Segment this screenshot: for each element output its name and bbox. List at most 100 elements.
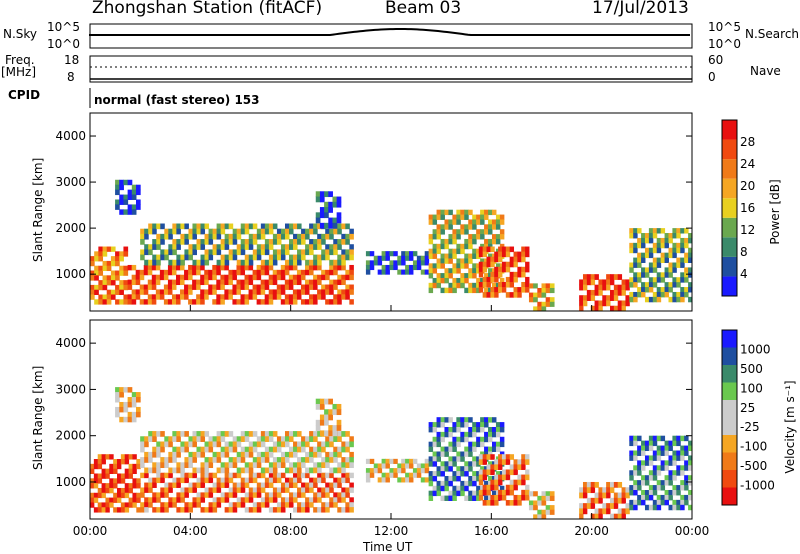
velocity-cell — [248, 487, 254, 493]
velocity-cell — [192, 502, 197, 508]
velocity-cell — [305, 441, 310, 448]
power-cell — [491, 268, 497, 274]
power-cell — [309, 228, 314, 235]
power-cell — [90, 270, 95, 276]
velocity-cell — [176, 482, 181, 488]
power-cell — [127, 209, 133, 215]
velocity-cell — [656, 480, 662, 486]
velocity-cell — [484, 422, 489, 428]
power-cell — [452, 219, 457, 225]
power-cell — [317, 279, 322, 286]
velocity-cell — [393, 458, 398, 464]
velocity-cell — [305, 436, 310, 442]
velocity-cell — [641, 475, 646, 481]
power-cell — [224, 274, 229, 281]
velocity-cell — [329, 487, 334, 493]
power-cell — [163, 284, 169, 290]
velocity-cell — [293, 472, 298, 479]
power-cell — [498, 256, 503, 263]
power-cell — [224, 244, 230, 250]
power-cell — [345, 269, 350, 276]
power-cell — [472, 287, 477, 294]
velocity-cell — [349, 482, 354, 488]
velocity-cell — [105, 507, 110, 513]
velocity-cell — [652, 475, 658, 481]
power-ytick-label: 3000 — [55, 175, 86, 189]
velocity-cell — [484, 451, 489, 457]
power-cell — [240, 269, 246, 276]
power-cell — [495, 214, 501, 220]
power-cell — [452, 238, 457, 245]
velocity-cell — [124, 507, 130, 513]
power-cell — [664, 237, 669, 244]
velocity-cell — [276, 462, 282, 469]
power-cell — [296, 289, 302, 295]
power-cell — [228, 233, 234, 240]
power-cell — [586, 279, 592, 286]
power-cell — [248, 274, 254, 281]
power-cell — [625, 300, 630, 307]
power-cell — [349, 249, 354, 256]
power-cell — [188, 228, 193, 235]
velocity-cell — [148, 451, 153, 458]
velocity-cell — [324, 398, 329, 405]
power-cell — [491, 224, 497, 230]
power-cell — [192, 284, 197, 290]
velocity-cell — [120, 487, 126, 494]
velocity-cell — [240, 446, 246, 453]
power-cell — [127, 204, 133, 210]
velocity-cell — [432, 426, 438, 433]
power-cell — [260, 289, 266, 295]
velocity-cell — [132, 492, 137, 499]
power-cell — [127, 179, 133, 186]
power-cell — [486, 256, 491, 263]
velocity-cell — [276, 436, 282, 442]
power-cell — [490, 271, 495, 278]
velocity-cell — [478, 469, 484, 476]
velocity-cell — [144, 436, 149, 442]
power-cell — [676, 262, 681, 268]
power-cell — [292, 294, 298, 300]
velocity-cell — [509, 484, 515, 491]
power-cell — [606, 284, 611, 291]
velocity-cell — [656, 465, 662, 471]
velocity-cell — [436, 451, 442, 457]
sky-bottom: 10^0 — [47, 37, 80, 51]
power-cell — [332, 222, 338, 229]
velocity-cell — [324, 430, 329, 437]
velocity-cell — [204, 431, 210, 437]
velocity-cell — [140, 446, 145, 453]
velocity-cell — [652, 450, 658, 456]
power-cell — [305, 228, 310, 235]
velocity-cell — [613, 503, 619, 509]
velocity-cell — [349, 502, 354, 508]
velocity-cell — [152, 462, 157, 469]
velocity-cell — [276, 507, 282, 513]
power-cell — [525, 266, 530, 273]
power-cell — [236, 264, 241, 271]
velocity-cell — [284, 441, 290, 448]
velocity-cell — [297, 446, 302, 453]
power-cell — [160, 233, 165, 240]
velocity-cell — [606, 487, 611, 494]
power-cell — [208, 284, 213, 290]
velocity-cell — [301, 487, 306, 493]
velocity-cell — [115, 397, 120, 403]
velocity-cell — [440, 446, 445, 452]
power-cell — [428, 263, 434, 269]
power-cell — [488, 238, 493, 245]
freq-panel-frame — [89, 55, 693, 83]
velocity-cell — [280, 451, 286, 458]
velocity-cell — [472, 441, 477, 448]
power-cell — [135, 204, 141, 210]
velocity-cell — [381, 463, 387, 469]
velocity-cell — [444, 426, 449, 433]
power-cell — [333, 294, 338, 300]
velocity-cell — [660, 460, 666, 466]
power-cell — [260, 269, 266, 276]
power-cell — [412, 251, 418, 257]
power-cell — [156, 254, 161, 261]
power-cell — [220, 284, 225, 290]
power-cell — [324, 222, 329, 229]
velocity-cell — [176, 446, 181, 453]
